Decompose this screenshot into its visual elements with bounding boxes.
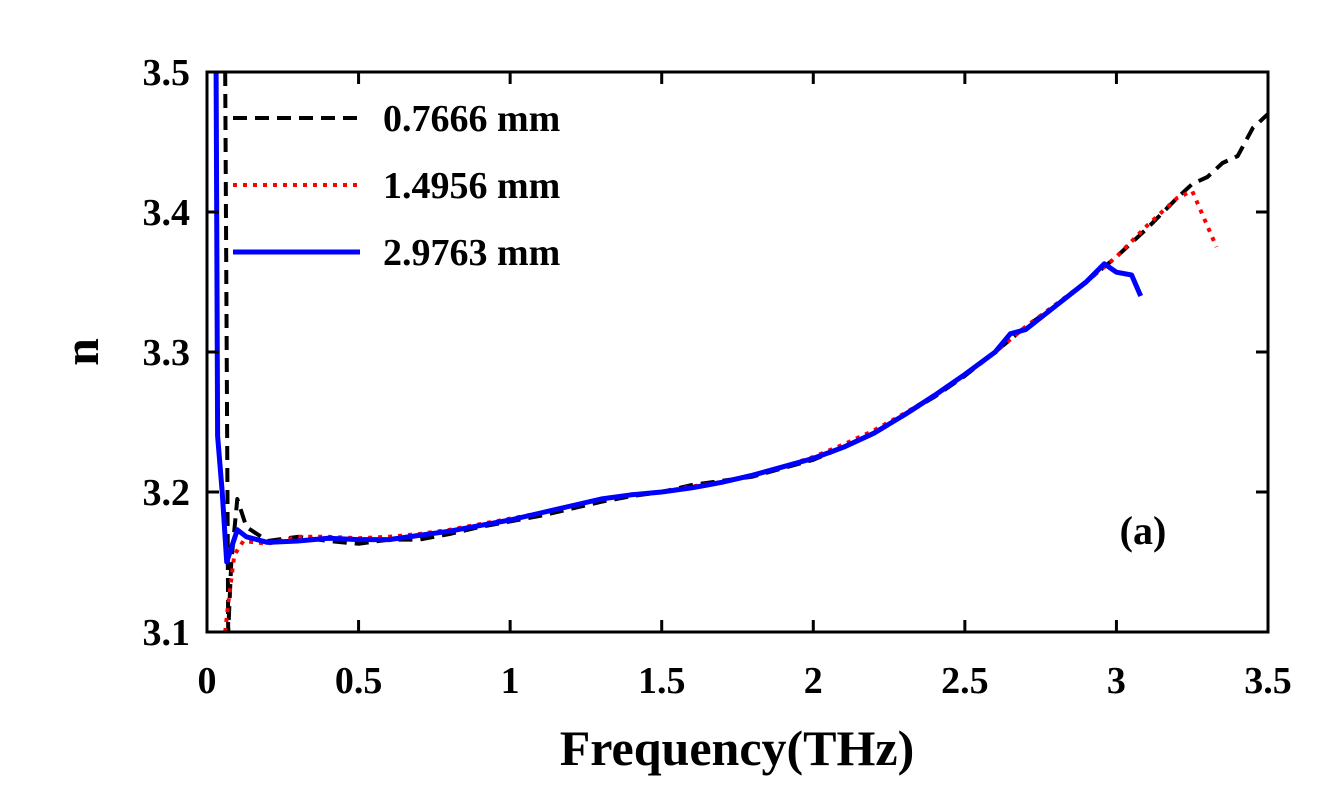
panel-label: (a) bbox=[1120, 508, 1167, 553]
x-tick-label: 2 bbox=[804, 660, 823, 702]
legend: 0.7666 mm 1.4956 mm 2.9763 mm bbox=[233, 98, 560, 274]
series-line-3 bbox=[213, 72, 1143, 565]
x-axis-title: Frequency(THz) bbox=[560, 720, 915, 776]
x-tick-label: 1 bbox=[501, 660, 520, 702]
plot-frame bbox=[205, 70, 1270, 634]
x-tick-label: 0.5 bbox=[335, 660, 383, 702]
series-line-1 bbox=[223, 72, 1268, 632]
y-tick-label: 3.2 bbox=[143, 472, 191, 514]
legend-label-2: 1.4956 mm bbox=[383, 165, 560, 207]
x-tick-label: 0 bbox=[198, 660, 217, 702]
x-tick-label: 2.5 bbox=[941, 660, 989, 702]
legend-label-3: 2.9763 mm bbox=[383, 232, 560, 274]
y-tick-label: 3.4 bbox=[143, 192, 191, 234]
y-axis-title: n bbox=[53, 338, 109, 366]
ticks-layer: 0 0.5 1 1.5 2 2.5 3 3.5 3.1 3.2 3.3 3.4 3.5 bbox=[143, 52, 1292, 702]
y-tick-label: 3.3 bbox=[143, 332, 191, 374]
series-line-2 bbox=[223, 189, 1219, 632]
y-tick-label: 3.1 bbox=[143, 612, 191, 654]
series-layer bbox=[213, 72, 1268, 632]
x-tick-label: 1.5 bbox=[638, 660, 686, 702]
x-tick-label: 3.5 bbox=[1244, 660, 1292, 702]
y-tick-label: 3.5 bbox=[143, 52, 191, 94]
x-tick-label: 3 bbox=[1107, 660, 1126, 702]
legend-label-1: 0.7666 mm bbox=[383, 98, 560, 140]
